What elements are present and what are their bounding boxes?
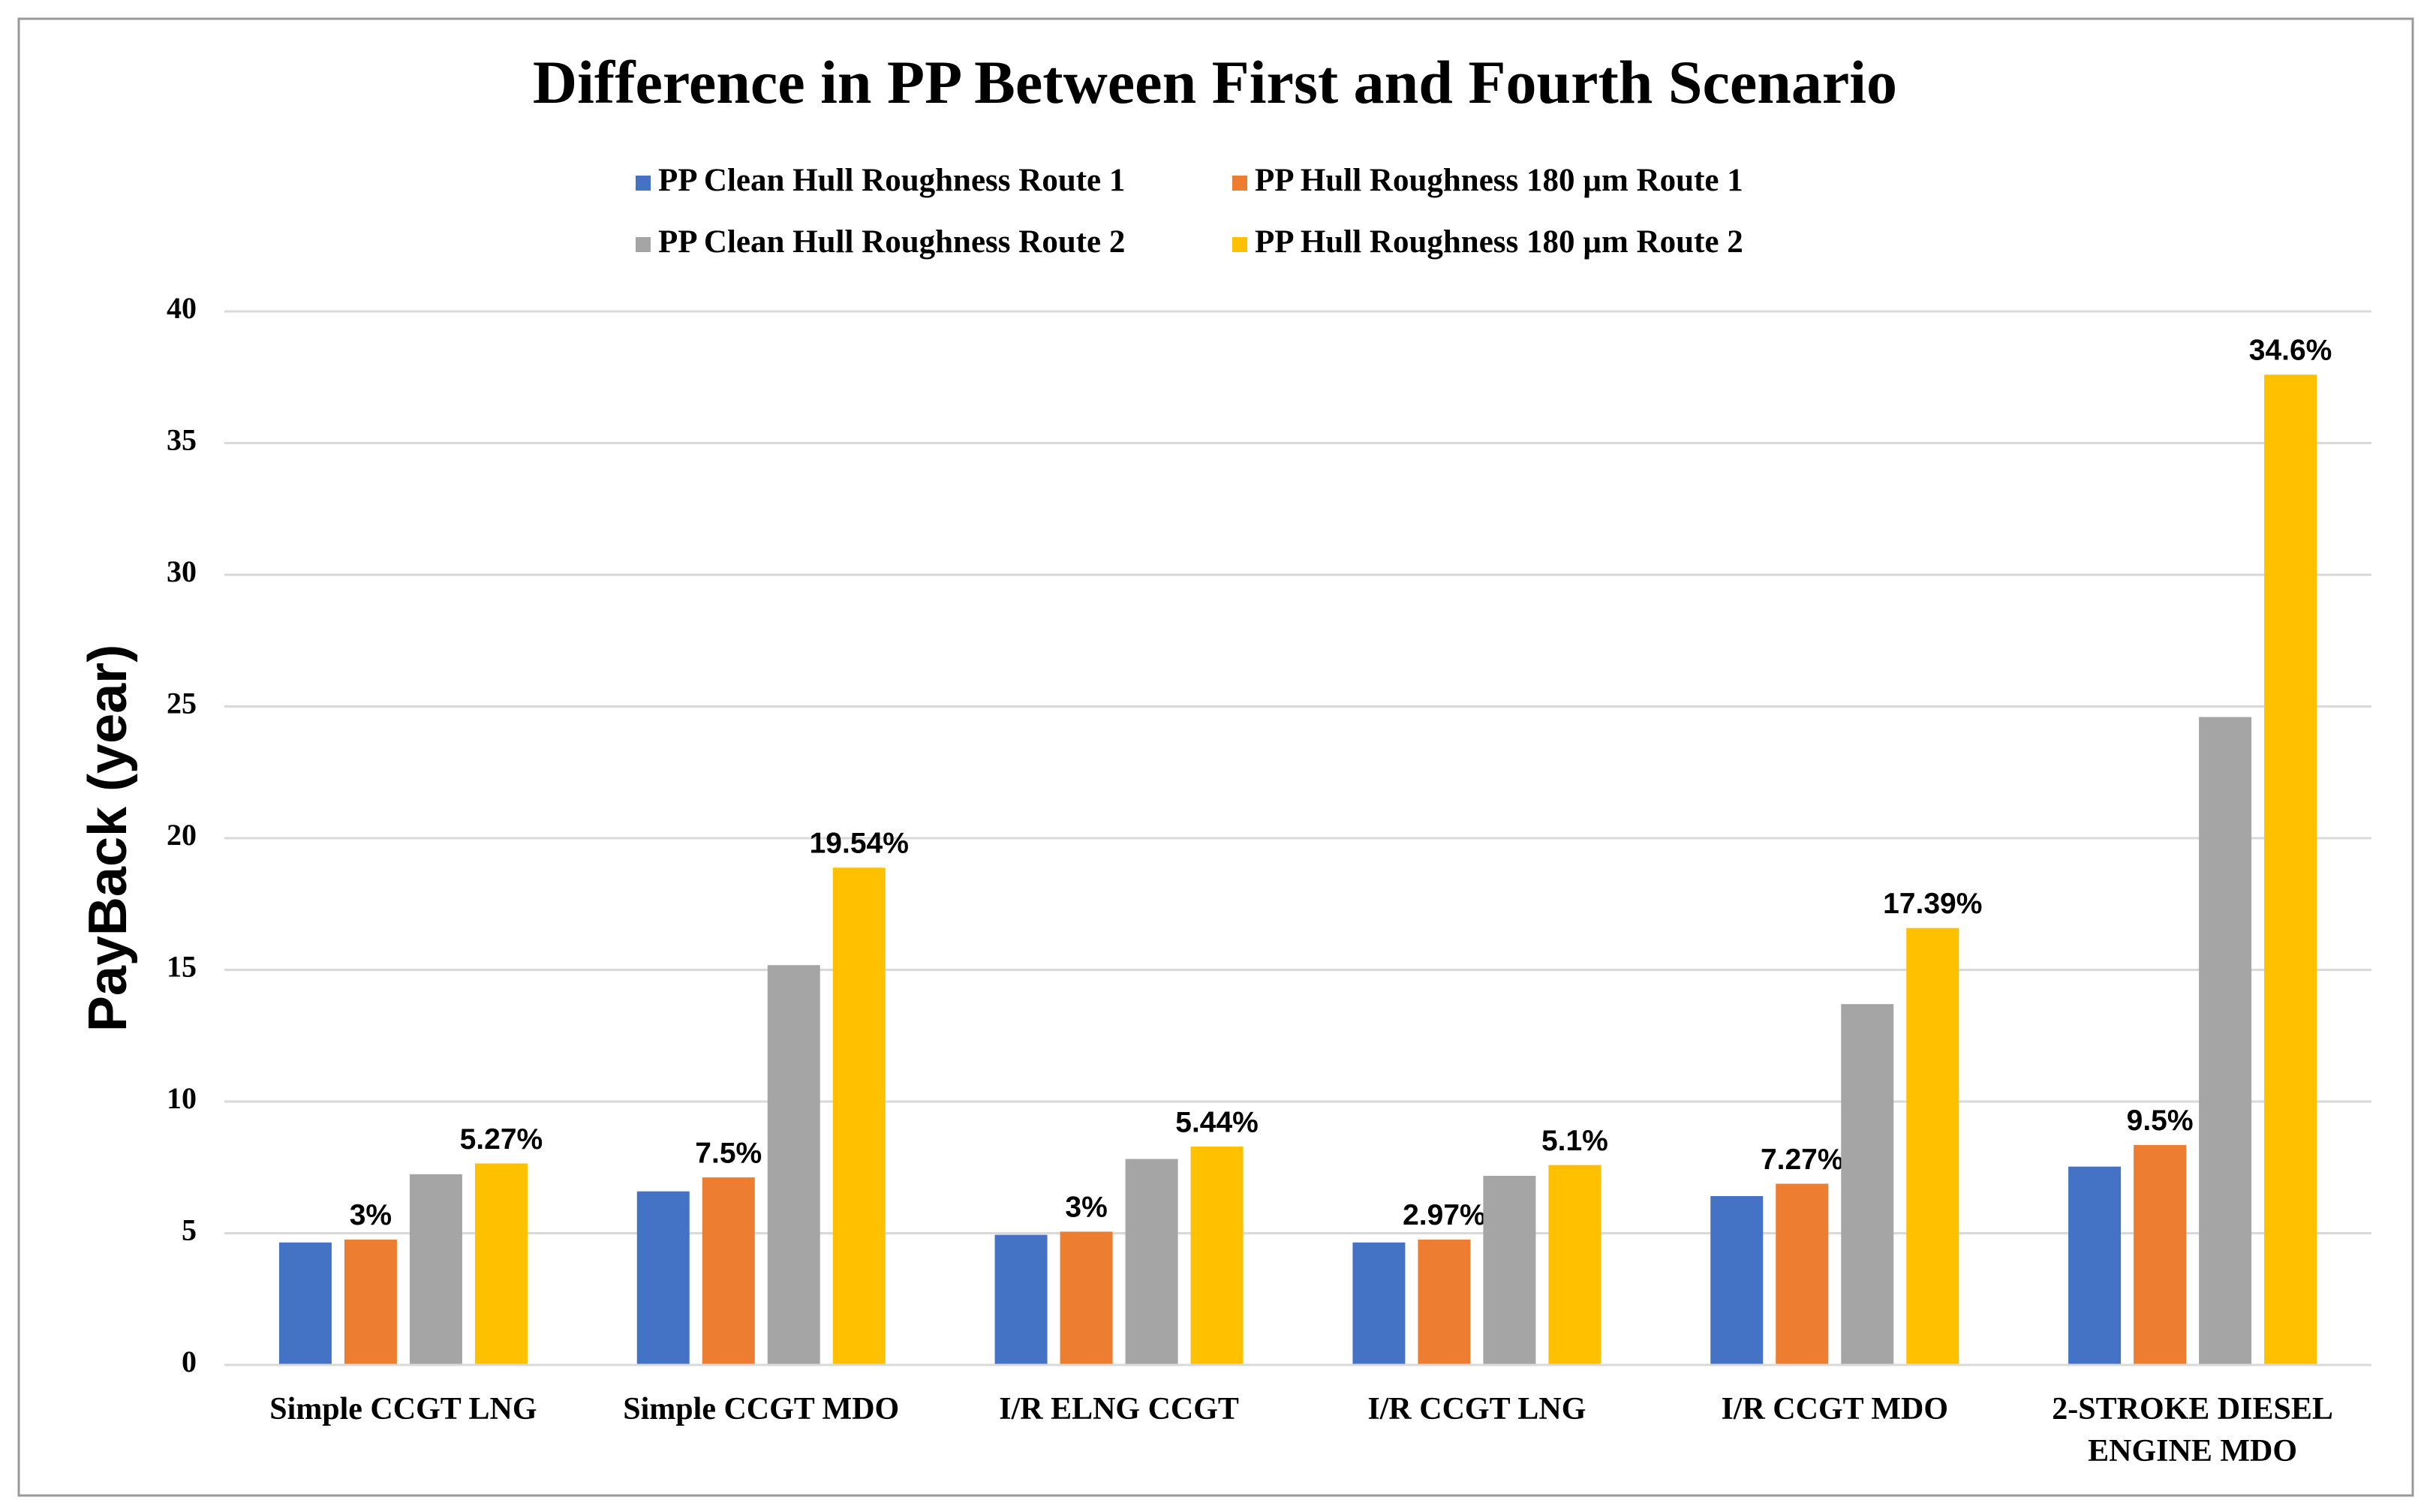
legend-label: PP Clean Hull Roughness Route 2 [658,224,1125,260]
x-tick-label: Simple CCGT LNG [269,1392,537,1426]
legend-swatch [636,176,651,191]
y-tick-label: 35 [167,423,197,457]
chart-title: Difference in PP Between First and Fourt… [533,48,1897,116]
y-tick-label: 15 [167,950,197,984]
x-tick-label: I/R CCGT MDO [1721,1392,1949,1426]
bar [409,1174,462,1365]
data-label: 7.5% [695,1137,762,1169]
bar [1060,1231,1113,1365]
legend-swatch [636,237,651,252]
y-axis-label: PayBack (year) [78,645,138,1032]
data-label: 5.27% [460,1123,543,1156]
bar [832,867,886,1365]
bar [1483,1175,1536,1365]
data-label: 34.6% [2249,335,2332,367]
x-tick-label: Simple CCGT MDO [623,1392,900,1426]
bar [1352,1242,1406,1365]
data-label: 7.27% [1761,1144,1844,1176]
bar [994,1234,1048,1365]
bar [636,1191,690,1365]
x-tick-label: 2-STROKE DIESEL ENGINE MDO [2052,1392,2333,1468]
bar [1190,1147,1244,1365]
data-label: 5.44% [1175,1106,1259,1138]
legend-label: PP Hull Roughness 180 µm Route 1 [1255,163,1743,198]
y-tick-label: 25 [167,687,197,720]
x-tick-label: I/R ELNG CCGT [999,1392,1239,1426]
bar [1841,1004,1894,1365]
legend-swatch [1232,176,1247,191]
bar [1906,927,1959,1365]
bar [474,1163,528,1365]
y-tick-label: 40 [167,291,197,325]
bar [1418,1239,1471,1365]
x-tick-label: I/R CCGT LNG [1367,1392,1586,1426]
data-label: 2.97% [1403,1199,1486,1231]
bar [278,1242,332,1365]
data-label: 5.1% [1541,1125,1608,1157]
y-tick-label: 10 [167,1081,197,1115]
data-label: 3% [350,1199,392,1231]
bar [344,1239,397,1365]
y-tick-label: 30 [167,555,197,588]
legend-label: PP Hull Roughness 180 µm Route 2 [1255,224,1743,260]
y-tick-label: 0 [182,1345,197,1378]
bar [767,965,820,1365]
data-label: 9.5% [2127,1105,2194,1137]
bar [1710,1196,1764,1365]
y-tick-label: 5 [182,1213,197,1247]
bar [2264,374,2317,1365]
bar [702,1177,755,1365]
bar [2199,717,2252,1365]
data-label: 3% [1065,1192,1107,1224]
bar [1776,1183,1829,1365]
bar [1125,1159,1178,1365]
y-tick-label: 20 [167,818,197,852]
bar [2068,1166,2122,1365]
data-label: 19.54% [810,828,909,860]
legend-swatch [1232,237,1247,252]
bar [1548,1165,1601,1365]
legend-label: PP Clean Hull Roughness Route 1 [658,163,1125,198]
data-label: 17.39% [1883,888,1982,920]
bar [2134,1144,2187,1365]
